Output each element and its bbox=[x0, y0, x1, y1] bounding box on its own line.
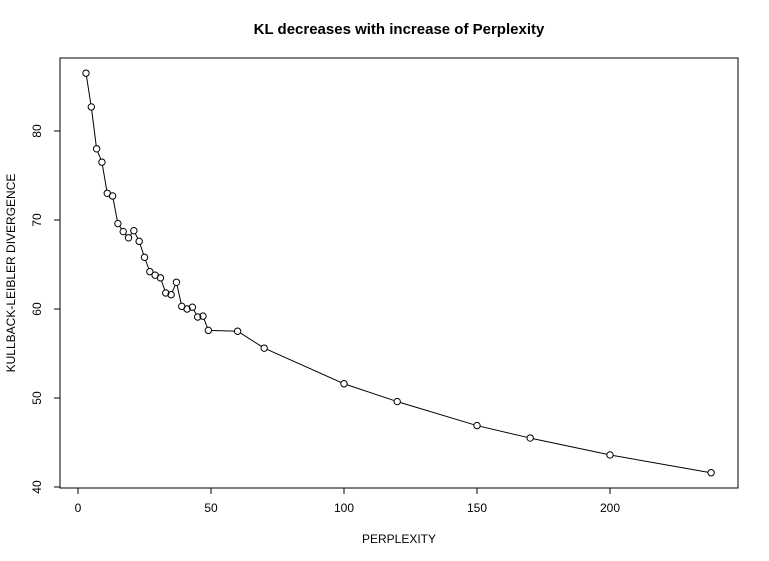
x-tick-label: 150 bbox=[467, 501, 487, 515]
data-point bbox=[82, 69, 90, 77]
data-point bbox=[135, 237, 143, 246]
data-point bbox=[233, 327, 242, 335]
data-point bbox=[204, 326, 213, 335]
x-tick-label: 0 bbox=[75, 501, 82, 515]
data-point bbox=[194, 313, 202, 321]
data-point bbox=[526, 434, 534, 442]
x-axis: 0 50 100 150 200 bbox=[75, 487, 620, 515]
data-point bbox=[606, 451, 614, 459]
data-point bbox=[340, 380, 348, 388]
y-axis: 40 50 60 70 80 bbox=[30, 124, 61, 494]
data-point bbox=[130, 226, 138, 235]
data-point bbox=[92, 145, 101, 153]
x-tick-label: 100 bbox=[334, 501, 354, 515]
data-point bbox=[167, 291, 175, 299]
data-point bbox=[172, 278, 181, 286]
y-tick-label: 60 bbox=[30, 302, 44, 316]
y-axis-label: KULLBACK-LEIBLER DIVERGENCE bbox=[4, 174, 18, 373]
y-tick-label: 40 bbox=[30, 480, 44, 494]
data-point bbox=[98, 158, 106, 166]
data-point bbox=[124, 234, 133, 242]
data-point bbox=[707, 469, 715, 477]
data-point bbox=[188, 303, 197, 311]
data-point bbox=[473, 421, 481, 430]
data-point bbox=[119, 227, 127, 236]
x-axis-label: PERPLEXITY bbox=[362, 532, 436, 546]
chart-title: KL decreases with increase of Perplexity bbox=[254, 21, 545, 38]
data-point bbox=[393, 397, 401, 406]
y-tick-label: 80 bbox=[30, 124, 44, 138]
plot-frame bbox=[59, 57, 739, 489]
data-point bbox=[114, 219, 122, 228]
series-line bbox=[85, 76, 709, 473]
data-point bbox=[162, 289, 170, 297]
data-point bbox=[140, 253, 149, 262]
data-point bbox=[183, 305, 191, 313]
data-point bbox=[260, 344, 268, 352]
y-tick-label: 50 bbox=[30, 391, 44, 405]
data-point bbox=[146, 267, 154, 276]
series-points bbox=[82, 69, 715, 477]
data-point bbox=[108, 192, 117, 200]
data-point bbox=[156, 274, 165, 282]
data-point bbox=[199, 312, 207, 320]
x-tick-label: 200 bbox=[600, 501, 620, 515]
x-tick-label: 50 bbox=[204, 501, 218, 515]
y-tick-label: 70 bbox=[30, 213, 44, 227]
data-point bbox=[87, 103, 96, 111]
